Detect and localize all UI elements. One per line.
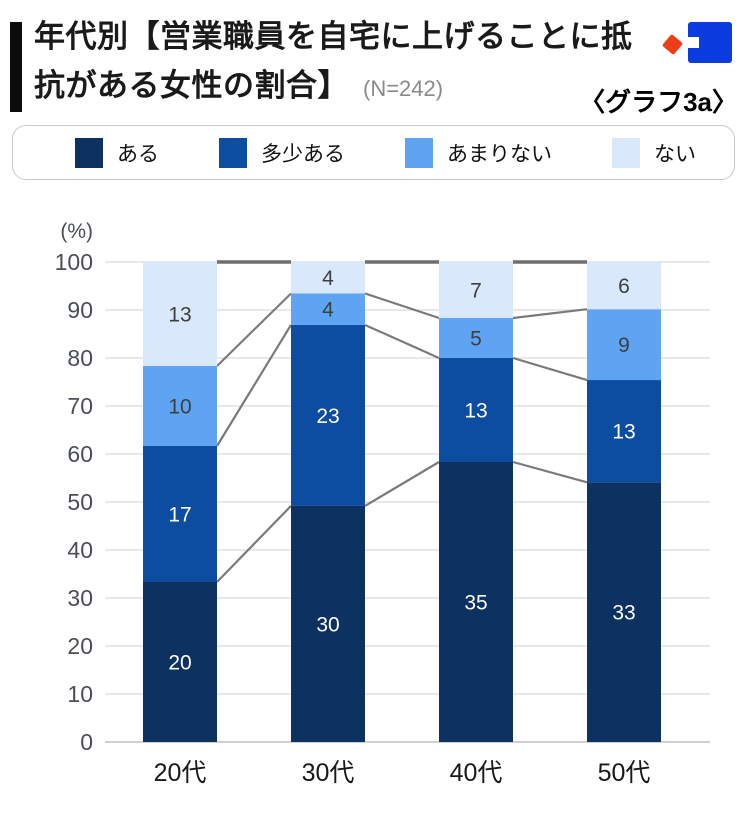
y-tick-label: 60 <box>67 441 93 467</box>
logo-notch <box>687 37 699 48</box>
legend-label: 多少ある <box>261 142 345 166</box>
segment-value-label: 4 <box>322 267 334 290</box>
brand-logo-icon <box>660 14 740 70</box>
graph-number-label: 〈グラフ3a〉 <box>579 87 738 117</box>
connector-line <box>216 505 292 583</box>
legend-swatch-icon <box>219 137 247 168</box>
connector-line <box>512 356 588 382</box>
y-tick-label: 20 <box>67 633 93 659</box>
legend-swatch-icon <box>405 137 433 168</box>
bar-segment <box>143 366 217 446</box>
chart-area: 0 10 20 30 40 50 60 70 80 90 100 (%) 20 17 10 13 30 23 4 4 3… <box>0 210 750 830</box>
connector-line <box>216 292 292 367</box>
bar-segment <box>587 482 661 742</box>
title-accent-bar <box>10 22 22 112</box>
segment-value-label: 10 <box>168 396 191 419</box>
bar-segment <box>143 582 217 742</box>
legend-item: ある <box>75 137 159 168</box>
bar-segment <box>439 318 513 358</box>
bar-segment <box>143 262 217 366</box>
connector-line <box>216 324 292 447</box>
connector-line <box>512 308 588 320</box>
x-axis-label: 20代 <box>154 759 207 787</box>
connector-line <box>512 460 588 484</box>
segment-value-label: 13 <box>168 304 191 327</box>
stacked-bar-chart: 0 10 20 30 40 50 60 70 80 90 100 (%) 20 17 10 13 30 23 4 4 3… <box>55 220 710 787</box>
legend: ある 多少ある あまりない ない <box>12 125 735 180</box>
page-title: 年代別【営業職員を自宅に上げることに抵 抗がある女性の割合】 (N=242) <box>34 12 664 113</box>
legend-label: ない <box>654 142 696 166</box>
y-tick-label: 80 <box>67 345 93 371</box>
connector-line <box>364 292 440 320</box>
bar-segment <box>143 446 217 582</box>
page-title-line2: 抗がある女性の割合】 <box>34 68 349 103</box>
legend-swatch-icon <box>612 137 640 168</box>
y-tick-label: 50 <box>67 489 93 515</box>
segment-value-label: 30 <box>316 613 339 636</box>
bar-segment <box>439 262 513 318</box>
segment-value-label: 7 <box>470 280 482 303</box>
segment-value-label: 35 <box>464 592 487 615</box>
x-axis-label: 50代 <box>598 759 651 787</box>
bar-segment <box>291 293 365 325</box>
bar-segment <box>439 358 513 462</box>
bar-segment <box>291 262 365 294</box>
segment-value-label: 33 <box>612 602 635 625</box>
bar-segment <box>291 324 365 506</box>
legend-swatch-icon <box>75 137 103 168</box>
bar-segment <box>587 262 661 310</box>
bar-segment <box>439 462 513 742</box>
y-tick-label: 0 <box>80 729 93 755</box>
x-axis-label: 40代 <box>450 759 503 787</box>
y-tick-label: 90 <box>67 297 93 323</box>
segment-value-label: 23 <box>316 405 339 428</box>
legend-item: 多少ある <box>219 137 345 168</box>
connector-line <box>364 461 440 507</box>
page-title-line1: 年代別【営業職員を自宅に上げることに抵 <box>34 19 633 54</box>
segment-value-label: 13 <box>612 421 635 444</box>
sample-size-label: (N=242) <box>363 76 444 101</box>
segment-value-label: 13 <box>464 400 487 423</box>
segment-value-label: 5 <box>470 328 482 351</box>
logo-square-icon <box>687 22 732 63</box>
segment-value-label: 17 <box>168 504 191 527</box>
legend-label: ある <box>117 142 159 166</box>
legend-label: あまりない <box>447 142 552 166</box>
y-tick-label: 40 <box>67 537 93 563</box>
connector-line <box>364 323 440 360</box>
logo-diamond-icon <box>661 33 684 56</box>
y-axis-unit-label: (%) <box>60 220 93 243</box>
segment-value-label: 6 <box>618 275 630 298</box>
y-tick-label: 10 <box>67 681 93 707</box>
y-tick-label: 100 <box>55 249 93 275</box>
segment-value-label: 20 <box>168 652 191 675</box>
y-tick-label: 30 <box>67 585 93 611</box>
legend-item: あまりない <box>405 137 552 168</box>
legend-item: ない <box>612 137 696 168</box>
segment-value-label: 4 <box>322 299 334 322</box>
segment-value-label: 9 <box>618 334 630 357</box>
bar-segment <box>587 309 661 381</box>
x-axis-label: 30代 <box>302 759 355 787</box>
bar-segment <box>587 380 661 483</box>
bar-segment <box>291 505 365 742</box>
y-tick-label: 70 <box>67 393 93 419</box>
